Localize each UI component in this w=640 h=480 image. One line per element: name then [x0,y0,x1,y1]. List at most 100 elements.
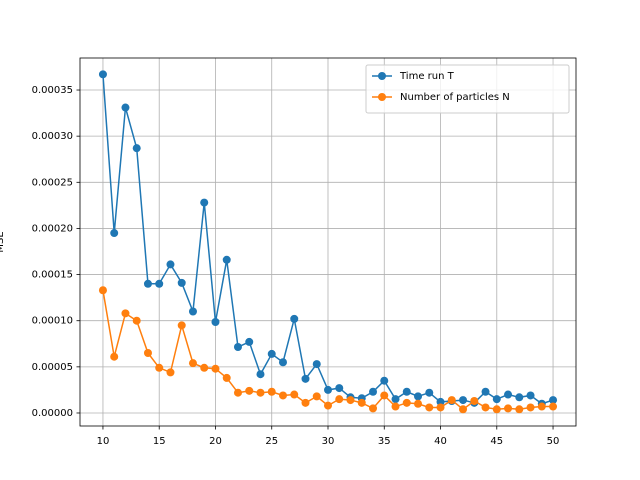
data-point [222,255,231,264]
x-tick-label: 35 [378,436,391,447]
data-point [515,405,524,414]
data-point [233,343,242,352]
data-point [380,391,389,400]
data-point [324,401,332,410]
data-point [391,395,400,404]
data-point [200,363,209,372]
data-point [414,392,423,401]
data-point [98,286,107,295]
data-point [290,390,299,399]
data-point [143,349,152,358]
x-tick-label: 10 [97,436,110,447]
data-point [492,395,501,404]
data-point [211,364,220,373]
data-point [290,314,299,323]
legend-marker [378,72,386,80]
x-tick-label: 30 [322,436,335,447]
data-point [267,349,276,358]
data-point [504,390,513,399]
x-tick-label: 25 [265,436,278,447]
data-point [301,398,310,407]
data-point [121,309,130,318]
data-point [335,395,344,404]
data-point [188,307,197,316]
data-point [481,403,490,412]
data-point [278,358,287,367]
data-point [537,402,546,411]
y-tick-label: 0.00035 [32,85,73,96]
y-tick-label: 0.00025 [32,177,73,188]
data-point [324,385,332,394]
y-tick-label: 0.00020 [32,223,73,234]
data-point [481,387,490,396]
data-point [222,373,231,382]
data-point [459,396,468,405]
data-point [143,279,152,288]
data-point [425,403,434,412]
data-point [335,384,344,393]
data-point [121,103,130,112]
x-tick-label: 45 [490,436,503,447]
data-point [155,279,164,288]
data-point [402,387,411,396]
data-point [256,370,265,379]
x-tick-label: 50 [547,436,560,447]
legend-label: Number of particles N [400,92,510,103]
y-tick-label: 0.00005 [32,362,73,373]
data-point [414,399,423,408]
plot-frame [79,57,577,427]
data-point [278,391,287,400]
data-point [369,387,378,396]
data-point [549,402,558,411]
data-point [470,396,479,405]
data-point [436,397,445,406]
data-point [436,403,445,412]
data-point [402,398,411,407]
legend-label: Time run T [399,71,455,82]
data-point [515,393,524,402]
data-point [98,70,107,79]
data-point [504,404,513,413]
data-point [492,405,501,414]
data-point [312,360,321,369]
data-point [267,387,276,396]
data-point [166,368,175,377]
data-point [155,363,164,372]
data-point [380,376,389,385]
y-tick-label: 0.00015 [32,270,73,281]
data-point [312,392,321,401]
x-tick-label: 20 [209,436,222,447]
data-point [301,374,310,383]
data-point [211,318,220,327]
data-point [526,391,535,400]
y-tick-label: 0.00030 [32,131,73,142]
data-point [256,388,265,397]
x-tick-label: 15 [153,436,166,447]
data-point [357,398,366,407]
data-point [177,278,186,287]
y-tick-label: 0.00010 [32,316,73,327]
data-point [233,388,242,397]
data-point [166,260,175,269]
data-point [177,321,186,330]
data-point [245,337,254,346]
data-point [346,396,355,405]
data-point [447,396,456,405]
data-point [549,396,558,405]
data-point [200,198,209,207]
data-point [245,386,254,395]
data-point [110,352,119,361]
data-point [459,405,468,414]
data-point [132,316,141,325]
legend-box [365,64,570,114]
y-axis-label: MSE [0,231,6,252]
data-point [369,404,378,413]
legend-marker [378,93,386,101]
legend: Time run T Number of particles N [365,64,570,114]
data-point [425,388,434,397]
data-point [132,144,141,153]
x-tick-label: 40 [434,436,447,447]
data-point [188,359,197,368]
data-point [391,402,400,411]
